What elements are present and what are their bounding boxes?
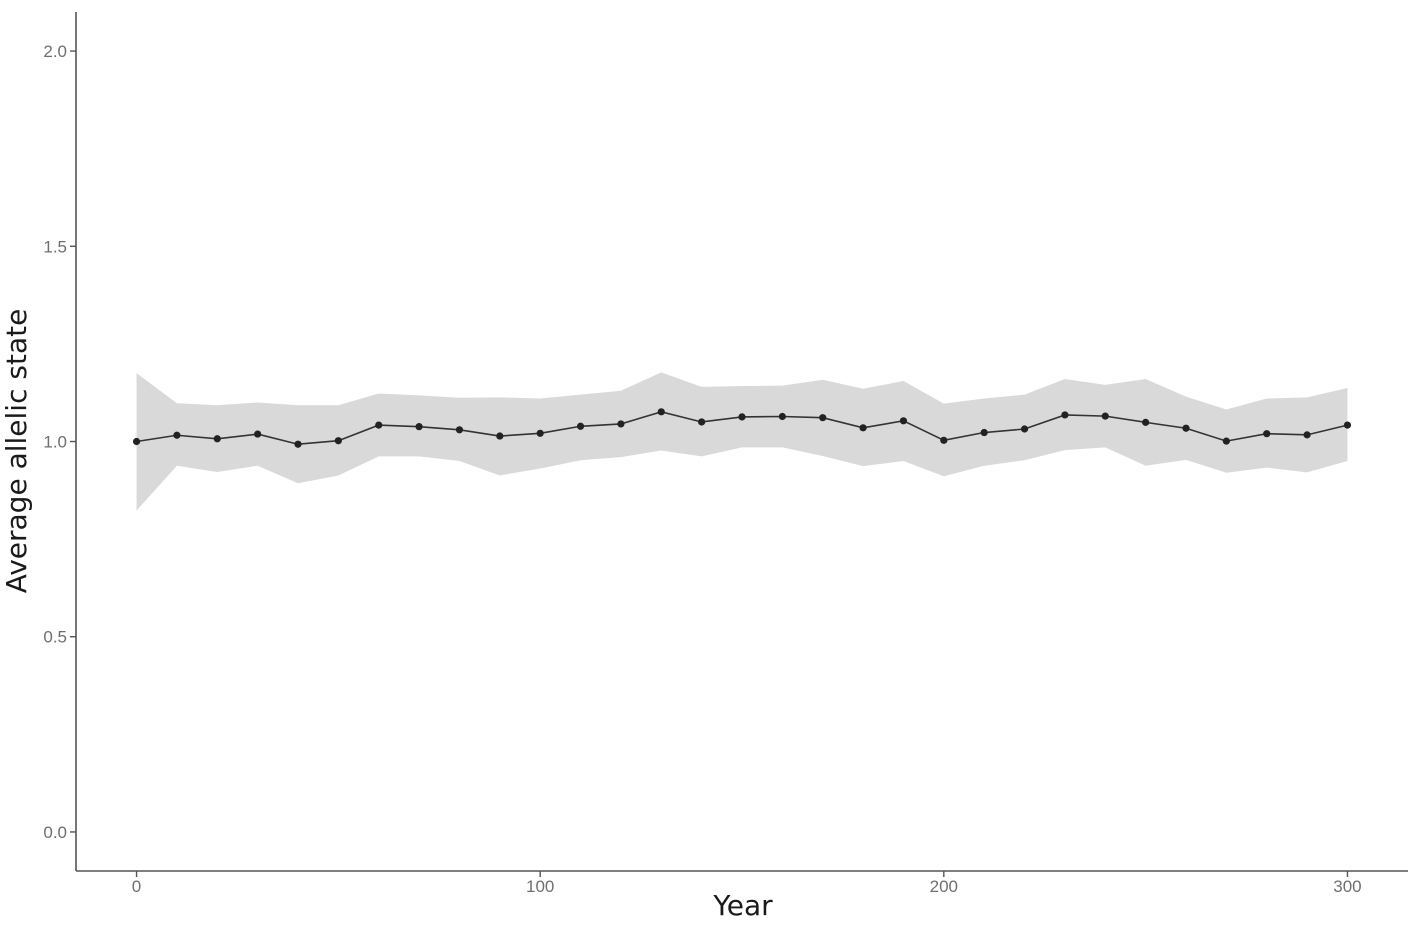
y-tick-label: 0.5: [43, 628, 67, 647]
x-tick-label: 300: [1333, 877, 1361, 896]
x-axis-title: Year: [712, 889, 773, 922]
data-point: [1182, 424, 1190, 432]
y-tick-label: 1.0: [43, 433, 67, 452]
data-point: [415, 423, 423, 431]
data-point: [254, 430, 262, 438]
y-axis-ticks: 0.0 0.5 1.0 1.5 2.0: [43, 42, 76, 842]
data-point: [1303, 431, 1311, 439]
x-tick-label: 0: [132, 877, 141, 896]
data-point: [496, 432, 504, 440]
data-point: [980, 428, 988, 437]
y-tick-label: 1.5: [43, 237, 67, 256]
data-point-layer: [132, 408, 1352, 448]
x-tick-label: 200: [930, 877, 958, 896]
data-point: [536, 429, 544, 437]
data-point: [334, 437, 342, 445]
y-axis-title: Average allelic state: [0, 309, 33, 594]
data-point: [455, 426, 464, 434]
data-point: [738, 413, 746, 421]
data-point: [132, 437, 141, 446]
data-point: [294, 440, 302, 448]
data-point: [1142, 418, 1150, 426]
data-point: [375, 421, 383, 429]
data-point: [819, 414, 827, 422]
data-point: [698, 418, 706, 426]
data-point: [657, 408, 665, 416]
y-tick-label: 0.0: [43, 823, 67, 842]
data-point: [173, 431, 181, 439]
data-point: [213, 435, 221, 443]
confidence-band: [136, 372, 1348, 511]
data-point: [778, 412, 786, 421]
data-point: [1222, 437, 1230, 445]
x-axis-ticks: 0 100 200 300: [132, 871, 1362, 896]
data-point: [899, 417, 908, 425]
x-tick-label: 100: [526, 877, 554, 896]
data-point: [576, 422, 585, 430]
data-point: [1263, 430, 1271, 438]
data-point: [1061, 411, 1069, 419]
data-point: [859, 424, 867, 432]
data-point: [940, 436, 948, 444]
y-tick-label: 2.0: [43, 42, 67, 61]
data-point: [617, 420, 625, 428]
confidence-band-layer: [136, 372, 1348, 511]
data-point: [1020, 425, 1029, 433]
data-point: [1343, 421, 1352, 429]
data-point: [1101, 412, 1109, 420]
